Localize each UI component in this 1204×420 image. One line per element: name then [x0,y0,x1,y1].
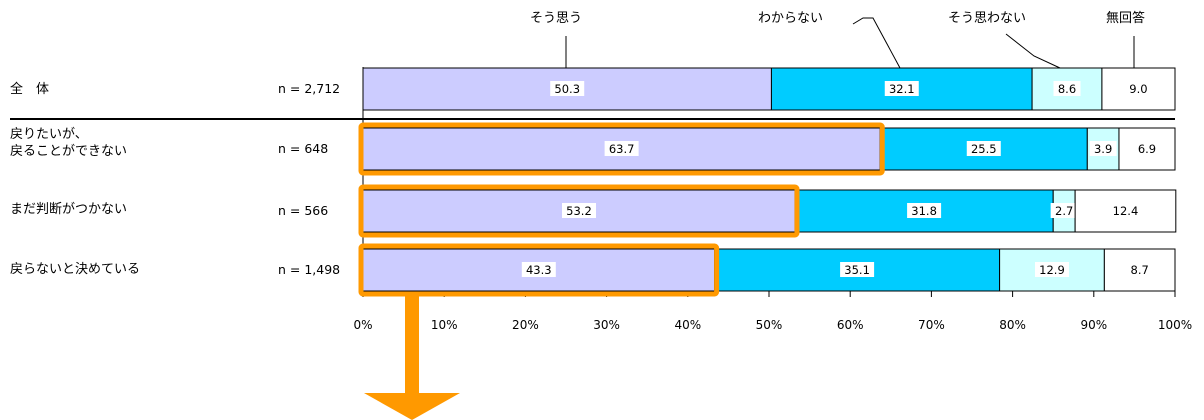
legend-label: わからない [758,11,824,26]
x-tick-label: 40% [674,318,702,332]
row-label: 戻りたいが、 戻ることができない [10,127,128,159]
data-label-bg [1089,141,1117,156]
x-tick-label: 90% [1080,318,1108,332]
data-label-bg [1108,203,1143,218]
data-label-bg [550,81,585,96]
data-label: 8.6 [1058,82,1076,96]
x-tick-label: 0% [353,318,373,332]
data-label-bg [1133,141,1161,156]
x-tick-label: 80% [999,318,1026,332]
legend-label: そう思わない [948,11,1027,26]
data-label: 63.7 [609,142,635,156]
row-label: まだ判断がつかない [10,202,128,217]
highlight-box [358,243,720,297]
row-label: 全 体 [10,82,50,97]
x-tick-label: 20% [512,318,539,332]
data-label: 12.4 [1113,204,1139,218]
legend-leader-line [1005,33,1061,69]
n-count-label: n = 648 [278,141,329,156]
x-tick-label: 60% [836,318,864,332]
arrow-head [364,393,460,420]
data-label-bg [884,81,919,96]
legend-leader-line [852,17,901,69]
legend-label: そう思う [530,11,583,26]
data-label: 35.1 [844,263,870,277]
data-label: 8.7 [1131,263,1149,277]
data-label-bg [1124,81,1152,96]
data-label: 25.5 [971,142,997,156]
data-label: 12.9 [1039,263,1065,277]
highlight-box [358,122,885,176]
data-label: 32.1 [889,82,915,96]
data-label: 31.8 [911,204,937,218]
data-label-bg [966,141,1001,156]
x-tick-label: 100% [1157,318,1193,332]
x-tick-label: 70% [918,318,945,332]
data-label-bg [1053,81,1081,96]
data-label-bg [521,262,556,277]
x-tick-label: 50% [755,318,783,332]
data-label: 50.3 [554,82,580,96]
x-tick-label: 10% [430,318,458,332]
legend-label: 無回答 [1106,11,1146,26]
data-label-bg [561,203,596,218]
data-label-bg [1034,262,1069,277]
data-label: 2.7 [1055,204,1073,218]
n-count-label: n = 2,712 [278,81,341,96]
highlight-box [358,184,800,238]
n-count-label: n = 566 [278,203,329,218]
row-label: 戻らないと決めている [10,262,141,277]
data-label-bg [907,203,942,218]
data-label: 3.9 [1094,142,1112,156]
data-label: 53.2 [566,204,592,218]
data-label: 9.0 [1129,82,1147,96]
n-count-label: n = 1,498 [278,262,341,277]
data-label-bg [840,262,875,277]
arrow-shaft [405,293,419,393]
data-label-bg [1126,262,1154,277]
data-label-bg [604,141,639,156]
data-label: 43.3 [526,263,552,277]
x-tick-label: 30% [593,318,620,332]
data-label-bg [1050,203,1078,218]
data-label: 6.9 [1138,142,1156,156]
